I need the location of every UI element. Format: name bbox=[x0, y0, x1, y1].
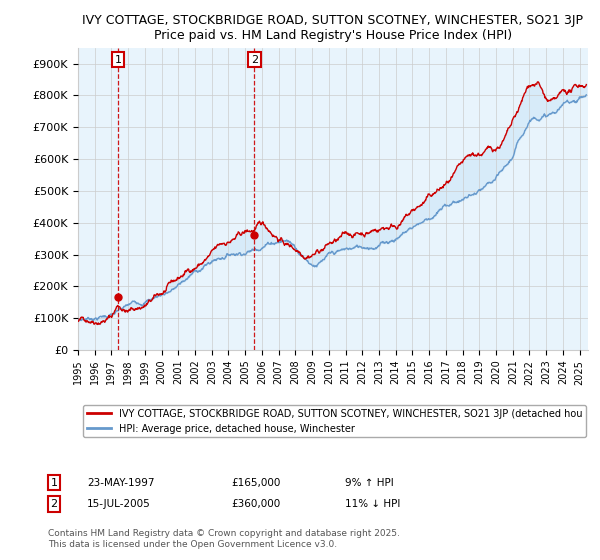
Title: IVY COTTAGE, STOCKBRIDGE ROAD, SUTTON SCOTNEY, WINCHESTER, SO21 3JP
Price paid v: IVY COTTAGE, STOCKBRIDGE ROAD, SUTTON SC… bbox=[83, 14, 583, 42]
Text: 2: 2 bbox=[50, 499, 58, 509]
Text: 2: 2 bbox=[251, 55, 258, 65]
Text: 9% ↑ HPI: 9% ↑ HPI bbox=[345, 478, 394, 488]
Text: 1: 1 bbox=[50, 478, 58, 488]
Text: £360,000: £360,000 bbox=[231, 499, 280, 509]
Text: Contains HM Land Registry data © Crown copyright and database right 2025.
This d: Contains HM Land Registry data © Crown c… bbox=[48, 529, 400, 549]
Text: 23-MAY-1997: 23-MAY-1997 bbox=[87, 478, 155, 488]
Text: £165,000: £165,000 bbox=[231, 478, 280, 488]
Text: 15-JUL-2005: 15-JUL-2005 bbox=[87, 499, 151, 509]
Text: 1: 1 bbox=[115, 55, 121, 65]
Legend: IVY COTTAGE, STOCKBRIDGE ROAD, SUTTON SCOTNEY, WINCHESTER, SO21 3JP (detached ho: IVY COTTAGE, STOCKBRIDGE ROAD, SUTTON SC… bbox=[83, 405, 586, 437]
Text: 11% ↓ HPI: 11% ↓ HPI bbox=[345, 499, 400, 509]
